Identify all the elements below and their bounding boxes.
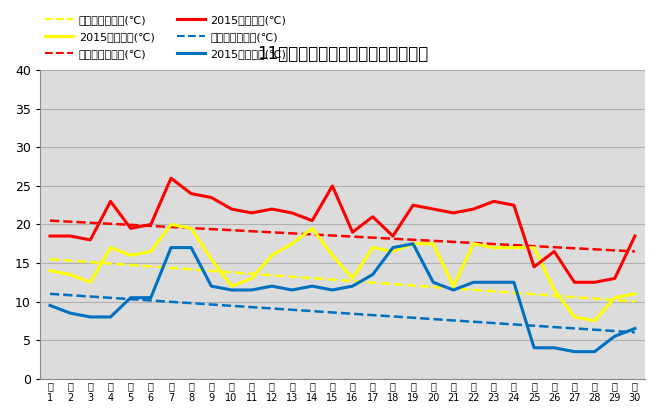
Title: 11月最高・最低・平均気温（日別）: 11月最高・最低・平均気温（日別） <box>257 45 428 63</box>
Legend: 平均気温平年値(℃), 2015平均気温(℃), 最高気温平年値(℃), 2015最高気温(℃), 最低気温平年値(℃), 2015最低気温(℃): 平均気温平年値(℃), 2015平均気温(℃), 最高気温平年値(℃), 201… <box>46 15 286 59</box>
